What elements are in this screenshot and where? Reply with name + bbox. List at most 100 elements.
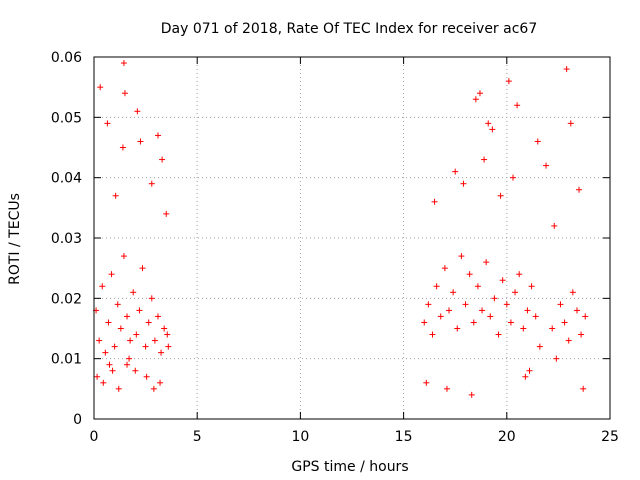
data-point (154, 313, 161, 320)
data-point (120, 253, 127, 260)
data-point (485, 120, 492, 127)
x-tick-label: 10 (291, 429, 309, 445)
data-point (441, 265, 448, 272)
data-point (105, 319, 112, 326)
data-point (532, 313, 539, 320)
data-point (516, 271, 523, 278)
chart-title: Day 071 of 2018, Rate Of TEC Index for r… (161, 21, 537, 37)
y-tick-label: 0 (73, 412, 82, 428)
data-point (452, 168, 459, 175)
data-point (543, 162, 550, 169)
data-point (470, 319, 477, 326)
data-point (142, 343, 149, 350)
data-point (106, 361, 113, 368)
data-point (425, 301, 432, 308)
data-point (120, 60, 127, 67)
data-point (454, 325, 461, 332)
data-point (551, 222, 558, 229)
data-point (507, 319, 514, 326)
data-point (143, 373, 150, 380)
data-point (483, 259, 490, 266)
data-point (503, 301, 510, 308)
data-point (137, 138, 144, 145)
data-point (121, 90, 128, 97)
data-point (115, 385, 122, 392)
data-point (164, 331, 171, 338)
data-point (528, 283, 535, 290)
x-tick-label: 5 (193, 429, 202, 445)
data-point (549, 325, 556, 332)
data-point (429, 331, 436, 338)
data-point (526, 367, 533, 374)
data-point (161, 325, 168, 332)
data-point (102, 349, 109, 356)
data-point (130, 289, 137, 296)
data-point (157, 379, 164, 386)
data-point (491, 295, 498, 302)
data-point (450, 289, 457, 296)
data-point (553, 355, 560, 362)
data-point (509, 174, 516, 181)
data-point (165, 343, 172, 350)
data-point (446, 307, 453, 314)
data-points (93, 60, 589, 398)
x-tick-label: 15 (395, 429, 413, 445)
data-point (134, 108, 141, 115)
data-point (124, 361, 131, 368)
data-point (139, 265, 146, 272)
x-axis-label: GPS time / hours (291, 459, 408, 475)
data-point (479, 307, 486, 314)
x-tick-label: 0 (90, 429, 99, 445)
data-point (154, 132, 161, 139)
y-axis-label: ROTI / TECUs (7, 193, 23, 285)
data-point (431, 198, 438, 205)
data-point (423, 379, 430, 386)
data-point (472, 96, 479, 103)
data-point (580, 385, 587, 392)
data-point (433, 283, 440, 290)
data-point (557, 301, 564, 308)
data-point (104, 120, 111, 127)
data-point (476, 90, 483, 97)
axis-ticks: 0 5 10 15 20 25 0 0.01 0.02 0.03 0.04 0.05 0.06 (51, 50, 619, 445)
x-tick-label: 20 (498, 429, 516, 445)
data-point (497, 192, 504, 199)
data-point (163, 210, 170, 217)
data-point (512, 289, 519, 296)
data-point (148, 295, 155, 302)
data-point (536, 343, 543, 350)
data-point (573, 307, 580, 314)
data-point (114, 301, 121, 308)
data-point (499, 277, 506, 284)
data-point (505, 78, 512, 85)
data-point (576, 186, 583, 193)
data-point (145, 319, 152, 326)
data-point (561, 319, 568, 326)
data-point (117, 325, 124, 332)
data-point (133, 331, 140, 338)
data-point (460, 180, 467, 187)
data-point (462, 301, 469, 308)
data-point (136, 307, 143, 314)
grid (94, 57, 610, 419)
x-tick-label: 25 (601, 429, 619, 445)
data-point (421, 319, 428, 326)
data-point (159, 156, 166, 163)
data-point (148, 180, 155, 187)
data-point (119, 144, 126, 151)
data-point (437, 313, 444, 320)
data-point (158, 349, 165, 356)
data-point (489, 126, 496, 133)
data-point (151, 337, 158, 344)
data-point (124, 313, 131, 320)
data-point (466, 271, 473, 278)
y-tick-label: 0.02 (51, 291, 82, 307)
data-point (112, 192, 119, 199)
y-tick-label: 0.04 (51, 171, 82, 187)
data-point (569, 289, 576, 296)
y-tick-label: 0.05 (51, 110, 82, 126)
data-point (132, 367, 139, 374)
data-point (468, 391, 475, 398)
data-point (534, 138, 541, 145)
